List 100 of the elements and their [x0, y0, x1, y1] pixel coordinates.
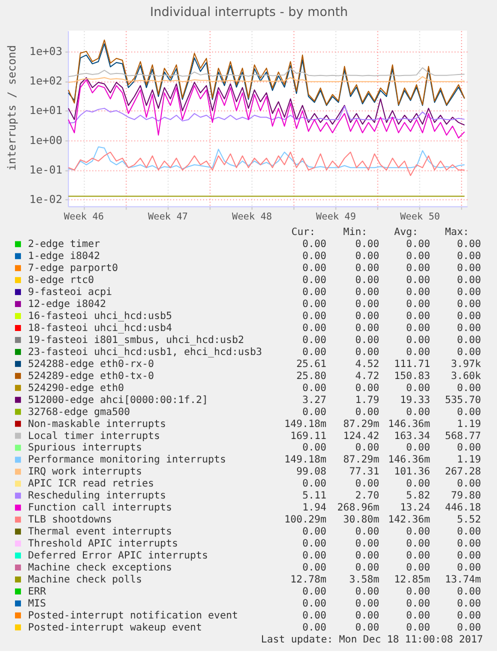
text: 12.78m	[290, 574, 326, 586]
legend-label: 9-fasteoi acpi	[28, 287, 112, 298]
text: 0.00	[355, 526, 380, 538]
text: 0.00	[302, 610, 326, 622]
legend-label: Spurious interrupts	[28, 442, 142, 454]
legend-label: Deferred Error APIC interrupts	[28, 550, 208, 562]
y-tick-label: 1e+01	[29, 104, 62, 118]
y-tick-label: 1e-01	[29, 163, 62, 176]
text: 0.00	[355, 382, 380, 394]
text: 5.52	[457, 514, 482, 526]
text: 1.79	[355, 394, 380, 406]
text: 3.97k	[451, 358, 482, 370]
text: 0.00	[302, 478, 326, 490]
legend-label: IRQ work interrupts	[28, 466, 142, 478]
legend-label: 524290-edge eth0	[28, 382, 124, 394]
text: 19.33	[400, 394, 430, 406]
legend-label: Posted-interrupt notification event	[28, 610, 238, 622]
line-series	[68, 106, 466, 124]
text: 0.00	[406, 299, 430, 310]
text: 267.28	[445, 466, 482, 478]
text: Max:	[445, 227, 470, 238]
text: 0.00	[302, 251, 326, 262]
y-tick-label: 1e+00	[29, 134, 62, 147]
text: 0.00	[457, 442, 482, 454]
text: 5.11	[302, 490, 326, 502]
text: 1.19	[457, 454, 482, 466]
x-tick-label: Week 49	[316, 212, 356, 223]
text: 169.11	[290, 430, 326, 442]
text: 87.29m	[343, 418, 380, 430]
text: 0.00	[406, 610, 430, 622]
text: 146.36m	[388, 454, 430, 466]
text: Last update: Mon Dec 18 11:00:08 2017	[260, 634, 484, 646]
text: 0.00	[302, 346, 326, 358]
text: 0.00	[406, 322, 430, 334]
text: 0.00	[355, 275, 380, 286]
text: 0.00	[355, 406, 380, 418]
text: 0.00	[406, 622, 430, 634]
text: 0.00	[457, 526, 482, 538]
legend-label: Thermal event interrupts	[28, 526, 172, 538]
text: 3.60k	[451, 370, 482, 382]
text: 0.00	[406, 562, 430, 574]
text: 0.00	[355, 311, 380, 322]
text: 0.00	[457, 275, 482, 286]
legend-label: Rescheduling interrupts	[28, 490, 166, 502]
text: 30.80m	[343, 514, 380, 526]
text: 0.00	[302, 334, 326, 346]
text: 5.82	[406, 490, 430, 502]
y-tick-label: 1e+02	[29, 74, 62, 88]
text: 1.19	[457, 418, 482, 430]
text: 0.00	[355, 550, 380, 562]
text: 446.18	[445, 502, 482, 514]
legend-label: 512000-edge ahci[0000:00:1f.2]	[28, 394, 208, 406]
text: 0.00	[457, 251, 482, 262]
text: 0.00	[406, 550, 430, 562]
text: 4.72	[355, 370, 380, 382]
text: 0.00	[355, 538, 380, 550]
text: 77.31	[349, 466, 380, 478]
legend-label: Threshold APIC interrupts	[28, 538, 178, 550]
text: 124.42	[343, 430, 380, 442]
text: 0.00	[457, 382, 482, 394]
text: 0.00	[355, 586, 380, 598]
text: 0.00	[355, 334, 380, 346]
legend-label: 32768-edge gma500	[28, 406, 130, 418]
legend-label: 23-fasteoi uhci_hcd:usb1, ehci_hcd:usb3	[28, 346, 262, 358]
legend-label: Machine check exceptions	[28, 562, 172, 574]
text: 3.27	[302, 394, 326, 406]
text: 0.00	[355, 239, 380, 250]
text: 3.58m	[349, 574, 380, 586]
text: 0.00	[302, 263, 326, 274]
text: Cur:	[291, 227, 316, 238]
text: 0.00	[302, 442, 326, 454]
line-series	[68, 152, 466, 176]
text: 0.00	[457, 322, 482, 334]
legend-label: 12-edge i8042	[28, 299, 106, 310]
legend-label: Function call interrupts	[28, 502, 172, 514]
text: 0.00	[302, 622, 326, 634]
y-tick-label: 1e-02	[29, 193, 62, 206]
text: 0.00	[457, 239, 482, 250]
legend-label: 524289-edge eth0-tx-0	[28, 370, 154, 382]
legend-label: APIC ICR read retries	[28, 478, 154, 490]
line-series	[68, 79, 466, 138]
text: 0.00	[302, 382, 326, 394]
text: 0.00	[406, 526, 430, 538]
text: 0.00	[355, 251, 380, 262]
legend-label: 19-fasteoi i801_smbus, uhci_hcd:usb2	[28, 334, 244, 346]
text: 0.00	[302, 406, 326, 418]
text: 0.00	[457, 478, 482, 490]
text: 0.00	[406, 334, 430, 346]
text: 535.70	[445, 394, 482, 406]
legend-label: ERR	[28, 586, 46, 598]
text: 0.00	[302, 275, 326, 286]
text: 0.00	[406, 287, 430, 298]
legend-label: TLB shootdowns	[28, 514, 112, 526]
y-axis-title: interrupts / second	[5, 45, 18, 171]
text: 149.18m	[284, 418, 326, 430]
text: 0.00	[406, 382, 430, 394]
x-tick-label: Week 47	[148, 212, 188, 223]
text: 0.00	[302, 287, 326, 298]
legend-label: Local timer interrupts	[28, 430, 160, 442]
text: 0.00	[406, 311, 430, 322]
